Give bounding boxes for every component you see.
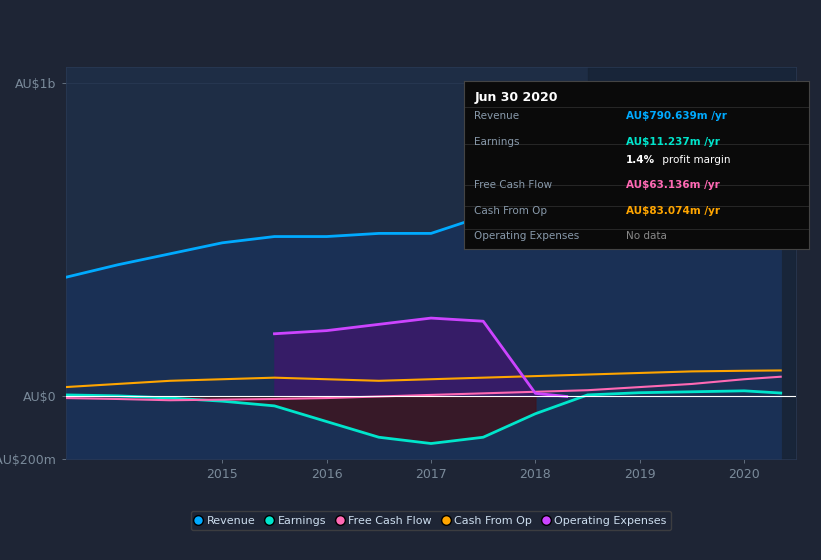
Text: Operating Expenses: Operating Expenses [475, 231, 580, 241]
Text: Free Cash Flow: Free Cash Flow [475, 180, 553, 190]
Text: Cash From Op: Cash From Op [475, 206, 548, 216]
Text: Earnings: Earnings [475, 137, 520, 147]
Text: AU$11.237m /yr: AU$11.237m /yr [626, 137, 720, 147]
Text: No data: No data [626, 231, 667, 241]
Text: AU$63.136m /yr: AU$63.136m /yr [626, 180, 720, 190]
Bar [588, 67, 796, 459]
Text: profit margin: profit margin [658, 155, 730, 165]
Legend: Revenue, Earnings, Free Cash Flow, Cash From Op, Operating Expenses: Revenue, Earnings, Free Cash Flow, Cash … [191, 511, 671, 530]
Text: Revenue: Revenue [475, 111, 520, 122]
Text: Jun 30 2020: Jun 30 2020 [475, 91, 557, 104]
Text: 1.4%: 1.4% [626, 155, 655, 165]
Text: AU$790.639m /yr: AU$790.639m /yr [626, 111, 727, 122]
Text: AU$83.074m /yr: AU$83.074m /yr [626, 206, 720, 216]
